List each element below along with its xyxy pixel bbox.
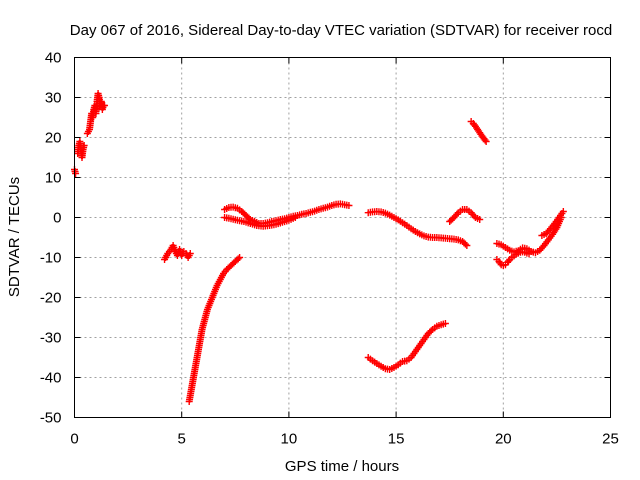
x-tick-label: 15: [388, 431, 405, 448]
data-point: [505, 257, 513, 265]
y-tick-label: -10: [40, 250, 62, 267]
data-point: [234, 255, 242, 263]
x-axis-label: GPS time / hours: [285, 458, 399, 475]
data-series: [71, 166, 80, 177]
data-point: [453, 210, 461, 218]
data-point: [470, 212, 478, 220]
y-tick-label: 20: [45, 130, 62, 147]
y-tick-label: -50: [40, 410, 62, 427]
data-point: [245, 214, 253, 222]
data-point: [236, 254, 244, 261]
plot-frame: [74, 57, 611, 418]
data-point: [481, 136, 489, 144]
y-tick-label: -30: [40, 330, 62, 347]
data-series: [467, 118, 490, 145]
y-tick-label: 10: [45, 170, 62, 187]
data-series: [74, 138, 88, 161]
x-tick-label: 20: [495, 431, 512, 448]
data-point: [482, 138, 490, 145]
data-series: [221, 214, 299, 230]
y-tick-label: -40: [40, 370, 62, 387]
data-point: [80, 142, 88, 149]
data-series: [493, 214, 565, 257]
data-series: [493, 248, 533, 269]
y-tick-label: 30: [45, 90, 62, 107]
data-point: [476, 216, 484, 223]
data-series: [538, 208, 567, 239]
data-point: [441, 320, 449, 327]
data-series: [364, 320, 449, 373]
y-tick-labels: 40 30 20 10 0 -10 -20 -30 -40 -50: [40, 50, 62, 427]
data-series: [364, 208, 471, 249]
data-point: [101, 102, 109, 109]
data-point: [427, 327, 435, 335]
y-axis-label: SDTVAR / TECUs: [6, 177, 23, 297]
data-series: [185, 254, 244, 405]
chart-title: Day 067 of 2016, Sidereal Day-to-day VTE…: [70, 22, 612, 39]
y-tick-label: -20: [40, 290, 62, 307]
data-series: [446, 206, 484, 225]
data-point: [463, 242, 471, 249]
data-point: [461, 240, 469, 248]
data-series: [83, 90, 109, 137]
data-point: [186, 250, 194, 257]
x-tick-label: 25: [602, 431, 619, 448]
y-tick-label: 0: [53, 210, 61, 227]
y-tick-label: 40: [45, 50, 62, 67]
x-tick-labels: 0 5 10 15 20 25: [70, 431, 619, 448]
data-series: [161, 242, 194, 263]
data-point: [72, 170, 80, 177]
grid-lines: [74, 57, 611, 418]
data-point: [345, 202, 353, 209]
data-points: [71, 90, 567, 405]
x-tick-label: 0: [70, 431, 78, 448]
data-point: [291, 214, 299, 221]
data-point: [525, 250, 533, 258]
x-tick-label: 10: [281, 431, 298, 448]
data-point: [559, 208, 567, 215]
x-tick-label: 5: [178, 431, 186, 448]
